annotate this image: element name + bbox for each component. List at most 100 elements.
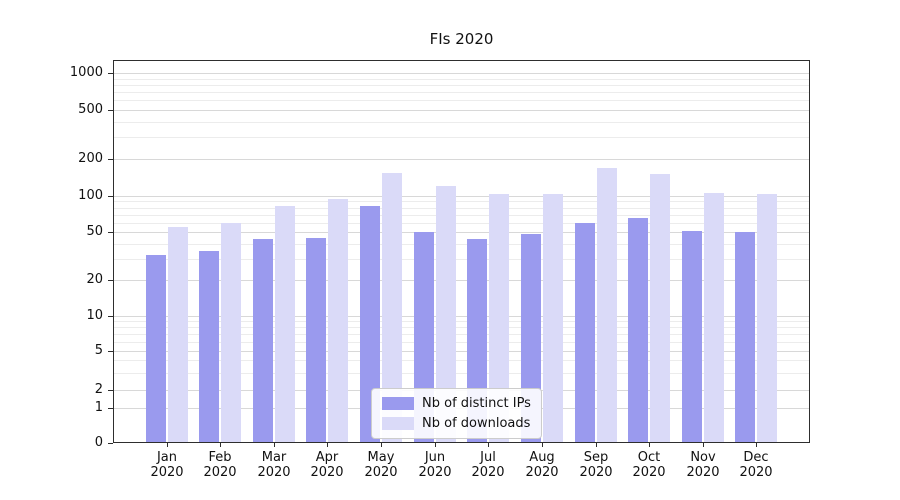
y-tick-label: 20 (86, 272, 103, 287)
x-tick-label: Feb 2020 (190, 450, 250, 480)
bar-downloads (543, 194, 563, 443)
gridline-minor (113, 79, 810, 80)
x-tick-mark (220, 443, 221, 447)
x-tick-label: Jan 2020 (137, 450, 197, 480)
bar-downloads (489, 194, 509, 443)
legend-item: Nb of distinct IPs (382, 396, 531, 411)
gridline-major (113, 280, 810, 281)
y-tick-label: 1 (94, 400, 103, 415)
x-tick-label-month: Nov (690, 450, 716, 465)
gridline-minor (113, 122, 810, 123)
bar-downloads (382, 173, 402, 443)
gridline-minor (113, 92, 810, 93)
y-tick-label: 10 (86, 308, 103, 323)
x-tick-label-month: Jul (480, 450, 496, 465)
legend-swatch-distinct-ips (382, 397, 414, 410)
chart-title: FIs 2020 (429, 30, 494, 48)
y-tick-mark (108, 196, 113, 197)
bar-distinct-ips (199, 251, 219, 443)
x-tick-mark (703, 443, 704, 447)
y-tick-label: 50 (86, 224, 103, 239)
x-tick-label-year: 2020 (257, 465, 291, 480)
y-tick-label: 100 (78, 188, 103, 203)
x-tick-mark (542, 443, 543, 447)
bar-downloads (168, 227, 188, 443)
x-tick-label-year: 2020 (525, 465, 559, 480)
gridline-major (113, 316, 810, 317)
bar-downloads (597, 168, 617, 443)
y-tick-label: 500 (78, 102, 103, 117)
x-tick-label-month: Jun (424, 450, 446, 465)
y-tick-mark (108, 351, 113, 352)
x-tick-label: Sep 2020 (566, 450, 626, 480)
y-tick-label: 1000 (69, 65, 103, 80)
bar-downloads (757, 194, 777, 443)
gridline-minor (113, 360, 810, 361)
x-tick-label-month: Sep (583, 450, 609, 465)
gridline-minor (113, 215, 810, 216)
plot-area: Nb of distinct IPs Nb of downloads (113, 60, 810, 443)
gridline-minor (113, 373, 810, 374)
x-tick-label-month: Feb (208, 450, 232, 465)
x-tick-label: Dec 2020 (726, 450, 786, 480)
y-tick-mark (108, 280, 113, 281)
gridline-minor (113, 208, 810, 209)
bar-distinct-ips (628, 218, 648, 443)
gridline-major (113, 159, 810, 160)
x-tick-label: Jun 2020 (405, 450, 465, 480)
gridline-major (113, 196, 810, 197)
gridline-minor (113, 137, 810, 138)
gridline-major (113, 351, 810, 352)
y-tick-mark (108, 159, 113, 160)
y-tick-mark (108, 408, 113, 409)
gridline-minor (113, 342, 810, 343)
x-tick-label-month: Apr (315, 450, 339, 465)
gridline-major (113, 110, 810, 111)
x-tick-label-month: Mar (261, 450, 287, 465)
y-tick-mark (108, 73, 113, 74)
gridline-minor (113, 259, 810, 260)
x-tick-label-month: Dec (743, 450, 769, 465)
legend-label: Nb of downloads (422, 416, 531, 431)
x-tick-label-year: 2020 (364, 465, 398, 480)
y-tick-mark (108, 443, 113, 444)
gridline-major (113, 73, 810, 74)
x-tick-mark (327, 443, 328, 447)
x-tick-label-year: 2020 (579, 465, 613, 480)
y-tick-mark (108, 390, 113, 391)
x-tick-label-year: 2020 (150, 465, 184, 480)
x-tick-label: Nov 2020 (673, 450, 733, 480)
bar-downloads (275, 206, 295, 443)
gridline-minor (113, 223, 810, 224)
bar-downloads (704, 193, 724, 443)
x-tick-label-year: 2020 (739, 465, 773, 480)
bar-distinct-ips (735, 232, 755, 443)
y-tick-label: 5 (94, 343, 103, 358)
x-tick-mark (167, 443, 168, 447)
x-tick-label: Apr 2020 (297, 450, 357, 480)
x-tick-mark (435, 443, 436, 447)
x-tick-label-year: 2020 (418, 465, 452, 480)
bar-distinct-ips (360, 206, 380, 443)
gridline-minor (113, 100, 810, 101)
x-tick-label-month: Oct (637, 450, 661, 465)
x-tick-label: Jul 2020 (458, 450, 518, 480)
y-tick-mark (108, 316, 113, 317)
x-tick-mark (488, 443, 489, 447)
gridline-minor (113, 244, 810, 245)
legend-swatch-downloads (382, 417, 414, 430)
gridline-minor (113, 321, 810, 322)
bar-downloads (328, 199, 348, 443)
y-tick-mark (108, 232, 113, 233)
x-tick-label-year: 2020 (471, 465, 505, 480)
legend-item: Nb of downloads (382, 416, 531, 431)
x-tick-label: May 2020 (351, 450, 411, 480)
gridline-minor (113, 334, 810, 335)
x-tick-label: Mar 2020 (244, 450, 304, 480)
x-tick-mark (596, 443, 597, 447)
x-tick-label: Oct 2020 (619, 450, 679, 480)
legend-label: Nb of distinct IPs (422, 396, 531, 411)
x-tick-mark (381, 443, 382, 447)
bar-distinct-ips (682, 231, 702, 443)
bar-distinct-ips (306, 238, 326, 443)
